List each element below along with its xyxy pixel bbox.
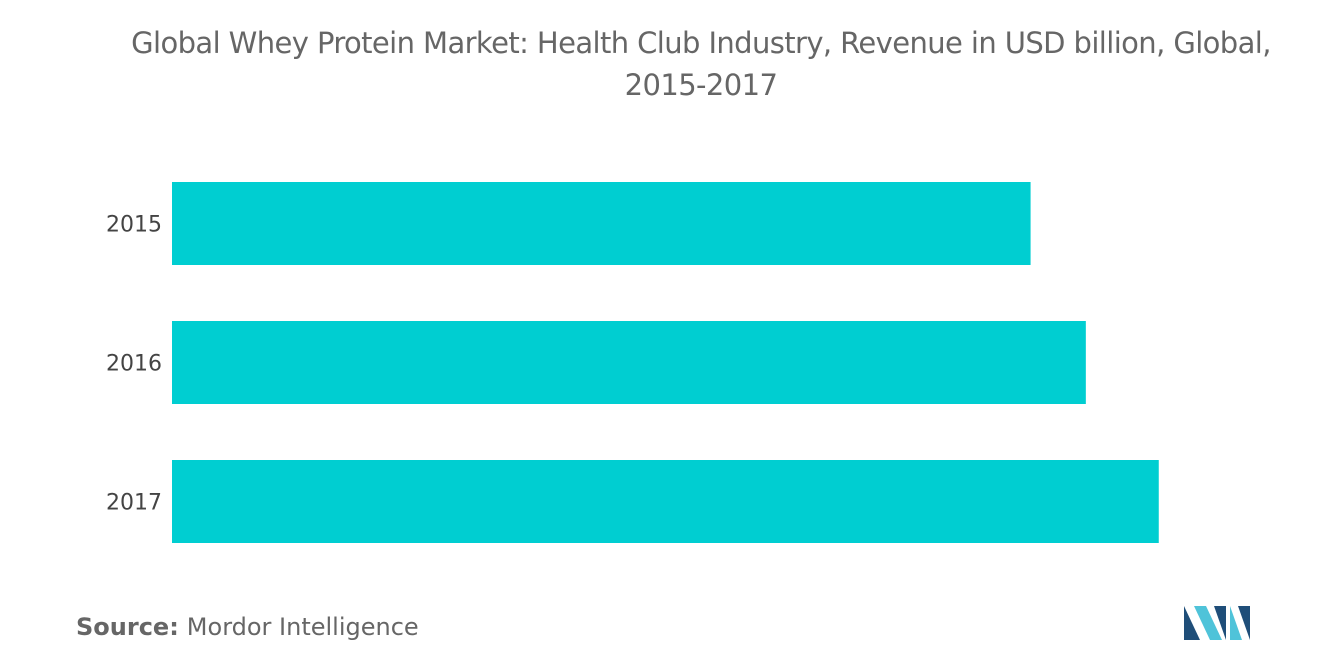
bar-chart: 2015 2016 2017 bbox=[106, 182, 1159, 543]
chart-title-line-1: Global Whey Protein Market: Health Club … bbox=[131, 26, 1271, 60]
y-tick-label-2015: 2015 bbox=[106, 213, 162, 238]
y-tick-label-2017: 2017 bbox=[106, 491, 162, 516]
y-tick-label-2016: 2016 bbox=[106, 352, 162, 377]
bar-2015 bbox=[172, 182, 1031, 265]
logo-far-right-stroke bbox=[1238, 606, 1250, 640]
logo-left-stroke bbox=[1184, 606, 1200, 640]
source-note: Source: Mordor Intelligence bbox=[76, 613, 419, 641]
mordor-intelligence-logo bbox=[1184, 606, 1250, 640]
logo-right-stroke bbox=[1230, 606, 1242, 640]
bar-2016 bbox=[172, 321, 1086, 404]
chart-title: Global Whey Protein Market: Health Club … bbox=[80, 22, 1320, 106]
bar-2017 bbox=[172, 460, 1159, 543]
logo-center-stroke bbox=[1214, 606, 1226, 640]
logo-middle-stroke bbox=[1194, 606, 1222, 640]
source-name: Mordor Intelligence bbox=[186, 613, 419, 641]
chart-title-line-2: 2015-2017 bbox=[624, 68, 778, 102]
source-label: Source: bbox=[76, 613, 179, 641]
